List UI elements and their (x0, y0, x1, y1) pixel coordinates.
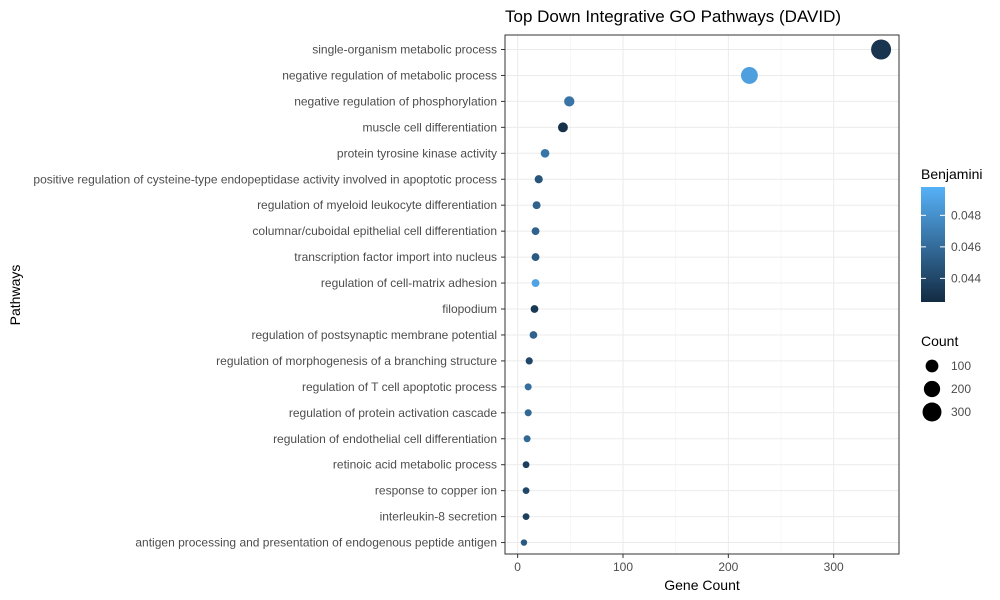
color-legend-bar (921, 187, 945, 302)
y-category-label: retinoic acid metabolic process (333, 458, 497, 472)
mark-layer (520, 39, 892, 546)
y-category-label: regulation of T cell apoptotic process (302, 380, 497, 394)
y-category-label: regulation of postsynaptic membrane pote… (252, 328, 497, 342)
y-category-label: single-organism metabolic process (312, 43, 497, 57)
y-category-label: transcription factor import into nucleus (294, 250, 497, 264)
y-category-label: regulation of morphogenesis of a branchi… (216, 354, 497, 368)
color-legend-title: Benjamini (921, 166, 982, 182)
plot-panel-border (504, 34, 900, 555)
x-tick-label: 200 (718, 560, 738, 574)
size-legend-items: 100 200 300 (922, 359, 971, 422)
data-point (531, 279, 540, 287)
data-point (564, 96, 575, 107)
data-point (540, 148, 550, 158)
data-point (520, 539, 528, 546)
data-point (532, 201, 541, 210)
y-category-label: regulation of cell-matrix adhesion (321, 276, 497, 290)
y-category-label: interleukin-8 secretion (380, 510, 497, 524)
color-legend-tick-label: 0.044 (951, 271, 981, 285)
size-legend-label: 300 (951, 405, 971, 419)
color-legend-ticks: 0.044 0.046 0.048 (921, 208, 981, 285)
data-point (531, 227, 540, 236)
data-point (529, 331, 538, 339)
x-tick-label: 0 (514, 560, 521, 574)
x-tick-label: 300 (824, 560, 844, 574)
color-legend-tick-label: 0.046 (951, 240, 981, 254)
y-category-label: protein tyrosine kinase activity (337, 146, 497, 160)
x-axis-title: Gene Count (664, 577, 740, 593)
grid-layer (505, 35, 899, 554)
color-legend-tick-label: 0.048 (951, 208, 981, 222)
size-legend-label: 100 (951, 359, 971, 373)
plot-title: Top Down Integrative GO Pathways (DAVID) (505, 7, 841, 26)
y-category-label: regulation of myeloid leukocyte differen… (257, 198, 497, 212)
data-point (740, 67, 758, 84)
y-category-label: regulation of endothelial cell different… (273, 432, 497, 446)
y-category-label: muscle cell differentiation (362, 120, 497, 134)
y-category-label: positive regulation of cysteine-type end… (33, 172, 497, 186)
axis-layer: single-organism metabolic process negativ… (33, 43, 844, 575)
data-point (523, 435, 531, 443)
data-point (525, 357, 533, 365)
size-legend-label: 200 (951, 382, 971, 396)
data-point (524, 409, 532, 417)
data-point (530, 305, 539, 313)
size-legend-dot (922, 402, 942, 422)
y-category-label: response to copper ion (375, 484, 497, 498)
x-tick-label: 100 (613, 560, 633, 574)
data-point (522, 513, 530, 520)
size-legend-title: Count (921, 333, 958, 349)
data-point (522, 461, 530, 469)
y-category-label: negative regulation of metabolic process (282, 68, 497, 82)
y-category-label: filopodium (442, 302, 497, 316)
y-category-label: regulation of protein activation cascade (289, 406, 497, 420)
legend-layer: Benjamini 0.044 0.046 0.048 Count 100 200 30… (921, 166, 982, 422)
y-category-label: columnar/cuboidal epithelial cell differ… (252, 224, 497, 238)
data-point (531, 253, 540, 262)
data-point (522, 487, 530, 495)
size-legend-dot (923, 380, 941, 398)
y-category-label: antigen processing and presentation of e… (135, 536, 497, 550)
size-legend-dot (925, 359, 939, 373)
data-point (524, 383, 532, 391)
data-point (534, 175, 543, 184)
data-point (871, 39, 892, 60)
y-axis-title: Pathways (7, 265, 23, 326)
y-category-label: negative regulation of phosphorylation (294, 94, 497, 108)
data-point (557, 122, 568, 133)
